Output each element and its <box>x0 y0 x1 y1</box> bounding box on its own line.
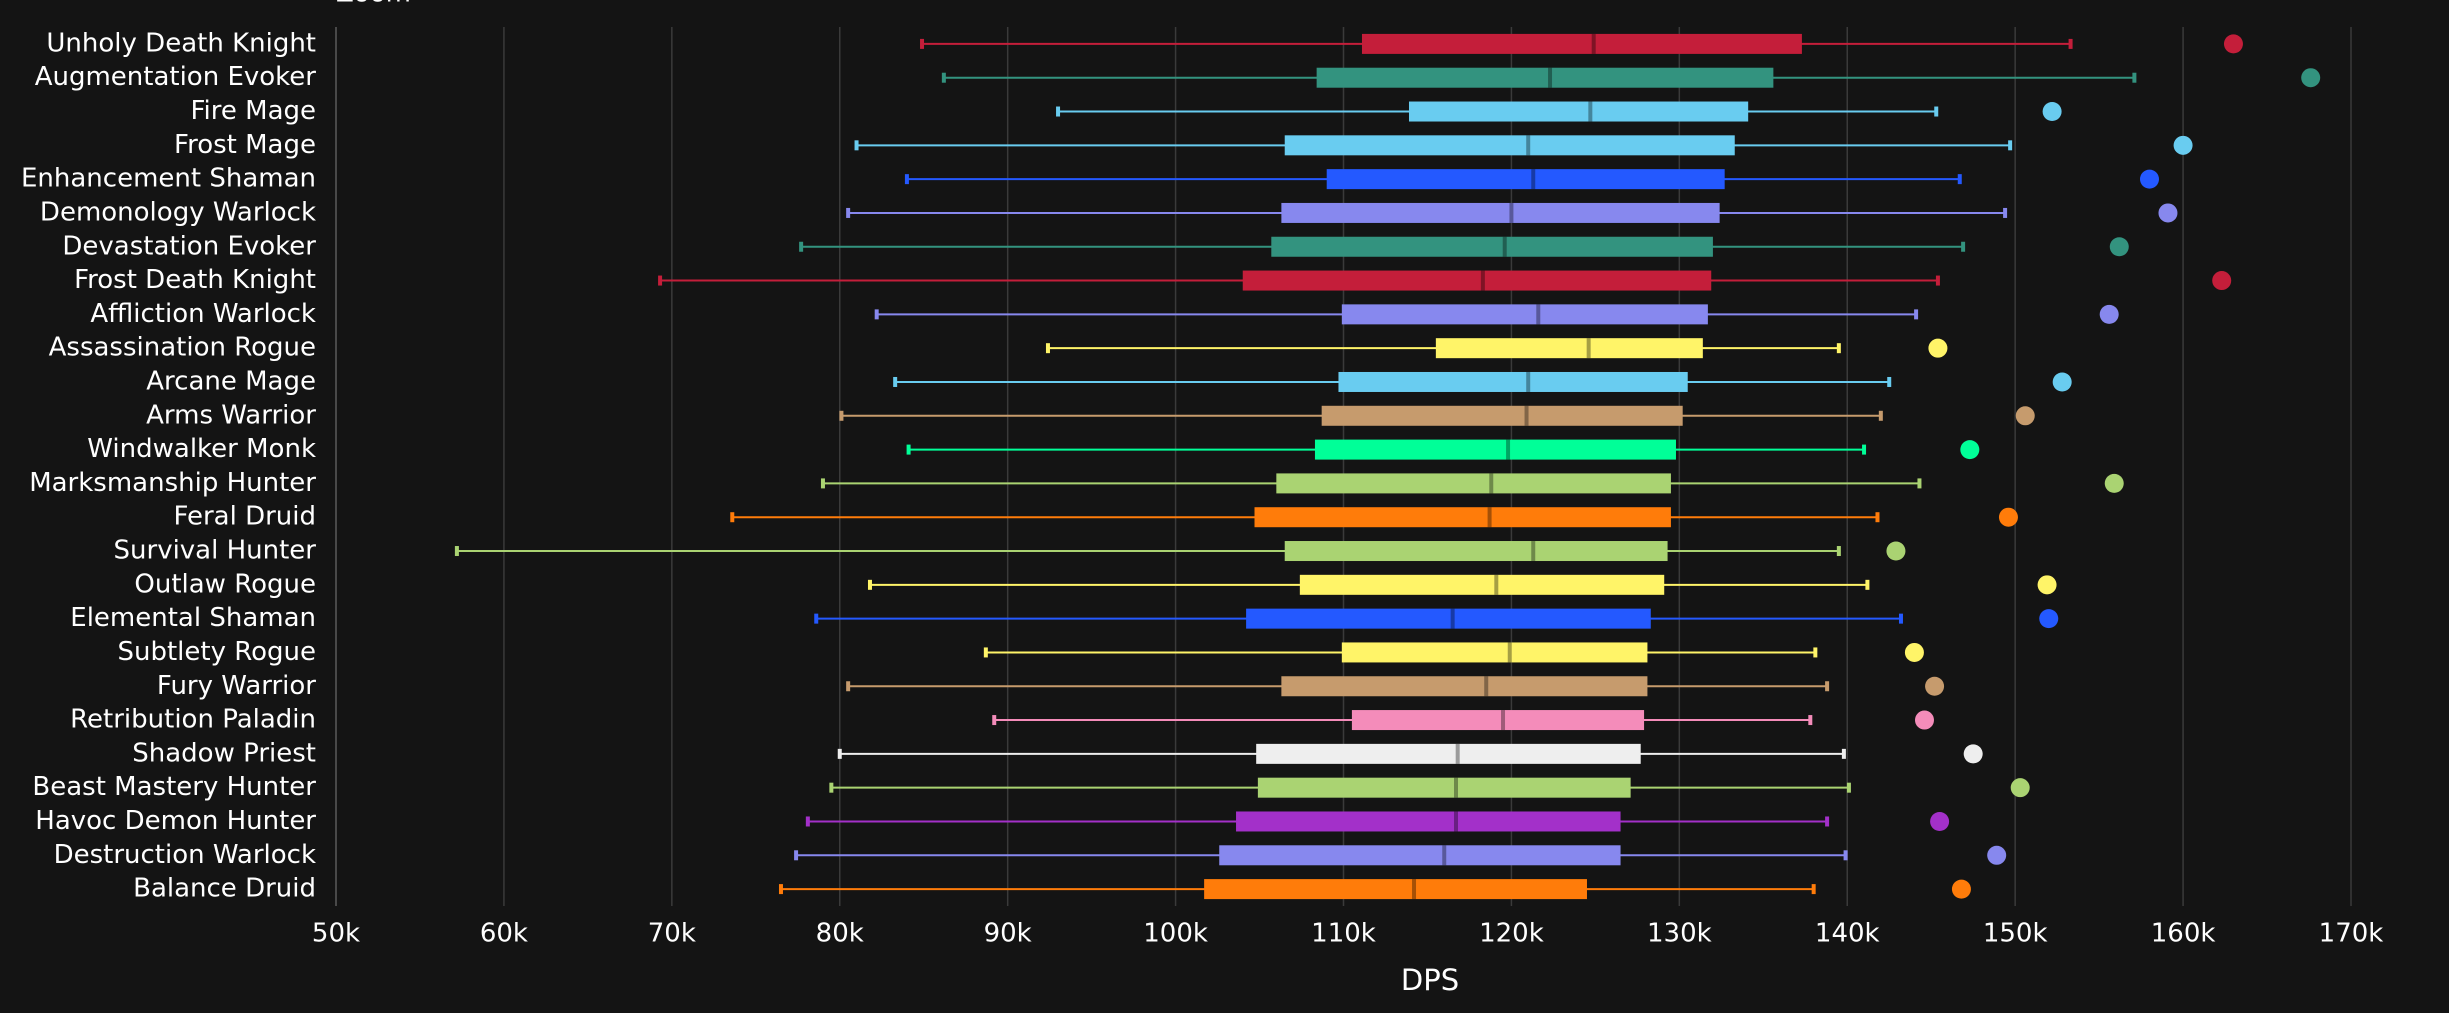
box <box>1408 101 1749 122</box>
box <box>1246 608 1651 629</box>
outlier <box>1930 811 1950 831</box>
box <box>1326 169 1725 190</box>
category-label: Augmentation Evoker <box>35 62 317 92</box>
box <box>1341 304 1708 325</box>
x-tick-label: 100k <box>1143 919 1208 949</box>
category-label: Shadow Priest <box>132 738 316 768</box>
category-label: Frost Mage <box>174 130 316 160</box>
outlier <box>2052 372 2072 392</box>
category-label: Frost Death Knight <box>74 265 316 295</box>
outlier <box>2212 271 2232 291</box>
x-tick-label: 90k <box>984 919 1032 949</box>
box <box>1281 202 1720 223</box>
outlier <box>2010 778 2030 798</box>
x-tick-label: 140k <box>1815 919 1880 949</box>
category-label: Elemental Shaman <box>70 603 316 633</box>
category-label: Fury Warrior <box>157 671 316 701</box>
box <box>1256 743 1641 764</box>
box <box>1316 67 1774 88</box>
outlier <box>2173 135 2193 155</box>
x-tick-label: 110k <box>1311 919 1376 949</box>
outlier <box>2042 102 2062 122</box>
category-label: Feral Druid <box>173 502 316 532</box>
box <box>1284 135 1735 156</box>
category-label: Affliction Warlock <box>90 299 316 329</box>
outlier <box>1963 744 1983 764</box>
category-label: Marksmanship Hunter <box>29 468 316 498</box>
box <box>1435 338 1703 359</box>
category-label: Outlaw Rogue <box>134 569 316 599</box>
category-label: Havoc Demon Hunter <box>35 806 316 836</box>
category-label: Balance Druid <box>133 874 316 904</box>
box <box>1242 270 1712 291</box>
outlier <box>1925 676 1945 696</box>
box <box>1341 642 1648 663</box>
box <box>1299 574 1665 595</box>
box <box>1321 405 1683 426</box>
outlier <box>1904 642 1924 662</box>
x-tick-label: 150k <box>1983 919 2048 949</box>
box <box>1351 710 1645 731</box>
outlier <box>1960 440 1980 460</box>
box <box>1284 541 1668 562</box>
box <box>1257 777 1631 798</box>
x-tick-label: 170k <box>2319 919 2384 949</box>
outlier <box>1886 541 1906 561</box>
category-label: Subtlety Rogue <box>117 637 316 667</box>
outlier <box>1914 710 1934 730</box>
outlier <box>1998 507 2018 527</box>
x-tick-label: 80k <box>816 919 864 949</box>
outlier <box>1928 338 1948 358</box>
category-label: Beast Mastery Hunter <box>32 772 316 802</box>
category-label: Windwalker Monk <box>87 434 316 464</box>
box <box>1361 33 1802 54</box>
x-axis-label: DPS <box>1401 963 1459 997</box>
box <box>1314 439 1676 460</box>
box <box>1254 507 1671 528</box>
outlier <box>2140 169 2159 189</box>
category-label: Unholy Death Knight <box>46 28 316 58</box>
outlier <box>2037 575 2057 595</box>
outlier <box>2223 34 2243 54</box>
category-label: Arms Warrior <box>146 400 316 430</box>
x-tick-label: 160k <box>2151 919 2216 949</box>
box <box>1281 676 1648 697</box>
outlier <box>1987 845 2007 865</box>
box <box>1276 473 1671 494</box>
outlier <box>2158 203 2178 223</box>
box <box>1338 371 1688 392</box>
category-label: Survival Hunter <box>114 536 317 566</box>
box <box>1219 845 1621 866</box>
outlier <box>1951 879 1971 899</box>
x-tick-label: 70k <box>648 919 696 949</box>
category-label: Assassination Rogue <box>49 333 316 363</box>
outlier <box>2039 609 2059 629</box>
category-label: Destruction Warlock <box>54 840 316 870</box>
x-tick-label: 130k <box>1647 919 1712 949</box>
x-tick-label: 60k <box>480 919 528 949</box>
x-tick-label: 120k <box>1479 919 1544 949</box>
outlier <box>2099 304 2119 324</box>
x-tick-label: 50k <box>312 919 360 949</box>
category-label: Demonology Warlock <box>40 197 316 227</box>
zoom-label: Zoom <box>336 0 411 9</box>
category-label: Enhancement Shaman <box>21 164 316 194</box>
category-label: Retribution Paladin <box>70 705 316 735</box>
outlier <box>2104 473 2124 493</box>
outlier <box>2301 68 2321 88</box>
category-label: Fire Mage <box>190 96 316 126</box>
category-label: Arcane Mage <box>146 366 316 396</box>
box <box>1204 879 1587 900</box>
outlier <box>2015 406 2035 426</box>
box <box>1236 811 1621 832</box>
outlier <box>2109 237 2129 257</box>
box <box>1271 236 1713 257</box>
category-label: Devastation Evoker <box>62 231 316 261</box>
